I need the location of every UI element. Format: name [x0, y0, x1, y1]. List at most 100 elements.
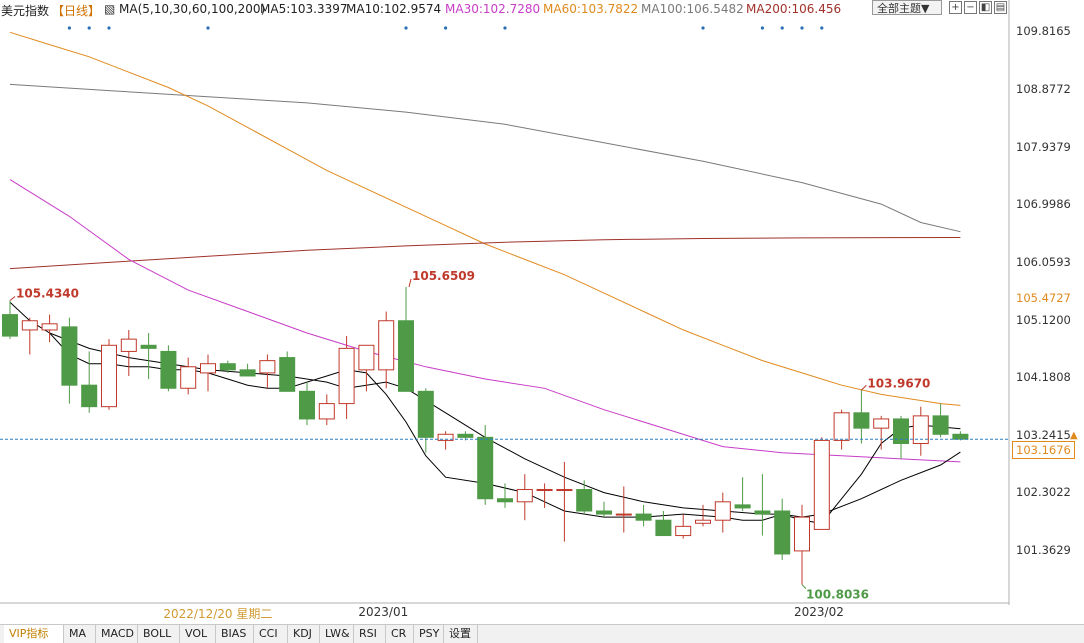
tab-0[interactable]: VIP指标 [4, 625, 64, 643]
y-tick-label: 108.8772 [1016, 81, 1071, 96]
candle-body [615, 513, 632, 516]
tab-2[interactable]: MACD [96, 625, 138, 643]
candle-body [180, 366, 197, 389]
event-marker [107, 26, 111, 30]
candle-body [794, 516, 810, 552]
y-tick-label: 107.9379 [1016, 139, 1071, 154]
candle-body [576, 489, 593, 512]
event-marker [503, 26, 507, 30]
candle-body [279, 357, 296, 392]
tab-11[interactable]: PSY [414, 625, 444, 643]
ma200-line [9, 237, 961, 270]
indicator-tabs: VIP指标 MA MACD BOLL VOL BIAS CCI KDJ LW& RSI CR PSY 设… [0, 624, 1084, 643]
event-marker [780, 26, 784, 30]
candle-body [318, 403, 335, 420]
tab-12[interactable]: 设置 [444, 625, 478, 643]
last-price-arrow-icon: ▲ [1070, 430, 1078, 442]
tab-4[interactable]: VOL [180, 625, 216, 643]
event-marker [760, 26, 765, 30]
ma-params[interactable]: MA(5,10,30,60,100,200) [119, 2, 266, 16]
period-label[interactable]: 【日线】 [52, 4, 101, 18]
candle-body [497, 498, 513, 503]
candle-body [120, 338, 137, 352]
y-tick-label: 109.8165 [1016, 24, 1071, 39]
zoom-out-icon[interactable]: − [964, 1, 977, 14]
candle-body [41, 323, 58, 331]
candlestick-chart[interactable]: 105.4340 105.6509 103.9670 100.8036 [0, 0, 1010, 605]
event-marker [206, 26, 210, 30]
candle-body [952, 433, 969, 440]
high-mark-pointer [408, 278, 412, 288]
candle-body [81, 384, 98, 408]
high-mark-pointer [9, 296, 16, 301]
high-mark-pointer [861, 384, 867, 391]
candle-body [516, 489, 533, 503]
tab-3[interactable]: BOLL [138, 625, 180, 643]
candle-body [437, 433, 454, 441]
candle-body [21, 320, 38, 331]
ma60-current-label: 105.4727 [1012, 288, 1075, 307]
candle-body [596, 510, 612, 515]
candle-body [635, 513, 652, 521]
candle-body [200, 363, 216, 374]
y-tick-label: 105.1200 [1016, 312, 1071, 327]
last-price-label: 103.1676 [1012, 441, 1075, 460]
candle-body [457, 433, 474, 438]
tab-7[interactable]: KDJ [288, 625, 320, 643]
layout-icon[interactable]: ◧ [979, 1, 992, 14]
tab-6[interactable]: CCI [254, 625, 288, 643]
ma5-value: MA5:103.3397 [260, 2, 348, 16]
candle-body [378, 320, 395, 371]
theme-select[interactable]: 全部主题▼ [872, 0, 942, 15]
zoom-in-icon[interactable]: + [949, 1, 962, 14]
candle-body [754, 510, 771, 515]
y-tick-label: 106.0593 [1016, 254, 1071, 269]
ma200-value: MA200:106.456 [746, 2, 842, 16]
ma30-line [9, 179, 961, 463]
legend-bar: 美元指数 【日线】 ▧ MA(5,10,30,60,100,200) MA5:1… [0, 0, 1010, 18]
candle-body [873, 418, 890, 429]
high-mark-mid: 105.6509 [412, 269, 475, 283]
candle-body [714, 501, 731, 521]
event-marker [67, 26, 71, 30]
y-tick-label: 101.3629 [1016, 543, 1071, 558]
candle-body [299, 390, 315, 420]
candle-body [536, 489, 553, 492]
candle-body [398, 320, 414, 392]
event-marker [701, 26, 705, 30]
candle-body [893, 418, 909, 444]
candle-body [734, 504, 751, 509]
candle-body [774, 510, 791, 555]
tab-5[interactable]: BIAS [216, 625, 254, 643]
event-marker [87, 26, 91, 30]
candle-body [932, 415, 949, 435]
candle-body [853, 412, 870, 429]
tab-8[interactable]: LW& [320, 625, 354, 643]
candle-body [477, 436, 494, 500]
y-tick-label: 103.2415 [1016, 427, 1071, 442]
event-marker [800, 26, 804, 30]
date-label: 2023/01 [358, 605, 409, 619]
candle-body [160, 350, 177, 389]
low-mark: 100.8036 [806, 588, 869, 602]
tab-1[interactable]: MA [64, 625, 96, 643]
candle-body [2, 314, 18, 337]
symbol-name: 美元指数 [1, 4, 50, 18]
tab-10[interactable]: CR [386, 625, 414, 643]
ma60-value: MA60:103.7822 [543, 2, 639, 16]
candle-body [61, 326, 78, 386]
ma30-value: MA30:102.7280 [445, 2, 541, 16]
candle-body [140, 344, 157, 349]
ma-settings-icon[interactable]: ▧ [104, 2, 116, 16]
candle-body [219, 363, 236, 371]
candle-body [358, 344, 375, 371]
tab-9[interactable]: RSI [354, 625, 386, 643]
y-tick-label: 106.9986 [1016, 197, 1071, 212]
event-marker [444, 26, 448, 30]
candle-body [912, 415, 929, 444]
candle-body [695, 519, 711, 524]
settings-icon[interactable]: ▤ [994, 1, 1007, 14]
event-marker [820, 26, 824, 30]
candle-body [338, 347, 355, 405]
candle-body [675, 525, 692, 537]
